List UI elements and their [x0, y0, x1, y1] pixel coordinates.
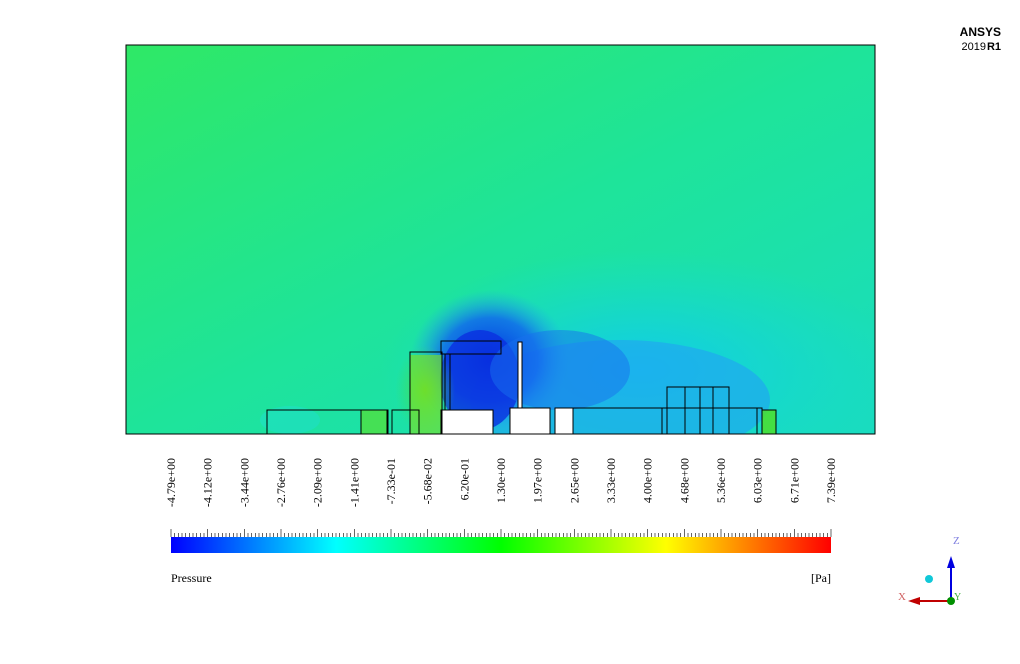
geometry-outlines	[125, 44, 876, 435]
color-bar-tick-label: 2.65e+00	[567, 458, 581, 503]
color-bar-tick-label: -4.79e+00	[164, 458, 178, 507]
color-bar-tick-label: -2.76e+00	[274, 458, 288, 507]
color-bar-tick-label: 1.30e+00	[494, 458, 508, 503]
color-bar-tick-label: 6.71e+00	[787, 458, 801, 503]
logo-version: 2019	[962, 41, 986, 53]
color-bar-tick-label: 4.00e+00	[641, 458, 655, 503]
color-bar-ticks: -4.79e+00 -4.12e+00 -3.44e+00 -2.76e+00 -2.0…	[164, 458, 838, 537]
logo-release: R1	[987, 41, 1001, 53]
color-bar-tick-label: 3.33e+00	[604, 458, 618, 503]
legend-unit: [Pa]	[811, 571, 831, 585]
color-bar-tick-label: 1.97e+00	[531, 458, 545, 503]
color-bar-tick-label: 6.03e+00	[751, 458, 765, 503]
color-bar-tick-label: -2.09e+00	[311, 458, 325, 507]
axis-z-label: Z	[953, 535, 960, 547]
geometry	[440, 341, 574, 435]
color-bar	[171, 537, 831, 553]
color-bar-tick-label: -4.12e+00	[201, 458, 215, 507]
color-bar-tick-label: 5.36e+00	[714, 458, 728, 503]
color-bar-tick-label: 6.20e-01	[457, 458, 471, 500]
axis-y-label: Y	[954, 592, 961, 603]
color-bar-tick-label: 7.39e+00	[824, 458, 838, 503]
color-bar-tick-label: -7.33e-01	[384, 458, 398, 504]
color-bar-tick-label: 4.68e+00	[677, 458, 691, 503]
axis-x-label: X	[898, 591, 906, 603]
color-bar-tick-label: -3.44e+00	[237, 458, 251, 507]
color-bar-tick-label: -5.68e-02	[421, 458, 435, 504]
color-bar-tick-label: -1.41e+00	[347, 458, 361, 507]
logo-name: ANSYS	[960, 25, 1001, 39]
axis-triad: X Y Z	[898, 535, 961, 605]
legend-title: Pressure	[171, 571, 212, 585]
